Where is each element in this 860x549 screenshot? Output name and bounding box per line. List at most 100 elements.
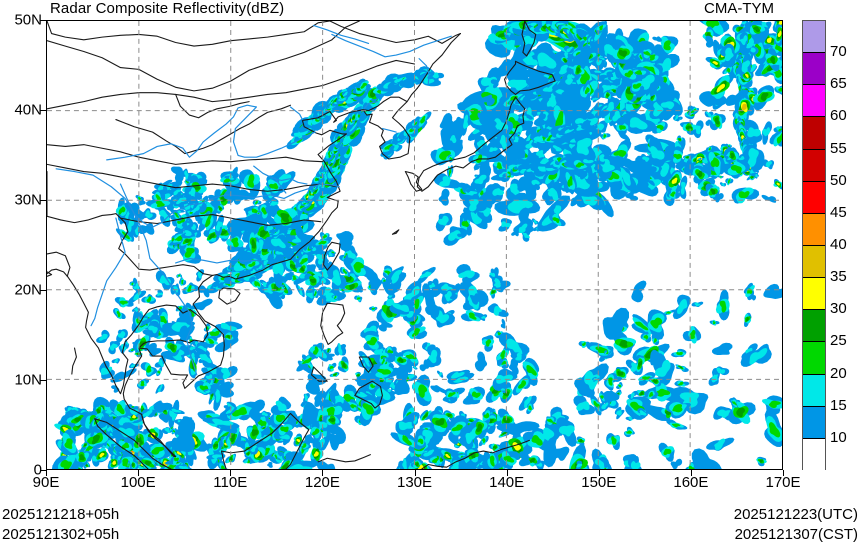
echo-cell [458,270,475,279]
echo-cell [215,221,223,232]
echo-cell [398,357,404,363]
echo-cell [625,191,639,201]
echo-cell [360,82,368,89]
echo-cell [613,150,627,158]
echo-cell [680,181,686,195]
echo-cell [536,149,545,160]
echo-cell [266,225,274,232]
echo-cell [656,124,664,131]
echo-cell [451,372,465,379]
echo-cell [448,168,452,176]
echo-cell [747,148,759,168]
echo-cell [130,462,135,467]
echo-cell [547,203,556,217]
echo-cell [507,199,534,214]
echo-cell [428,349,438,364]
echo-cell [327,349,330,352]
echo-cell [342,362,347,368]
echo-cell [738,191,750,199]
echo-cell [742,103,747,111]
echo-cell [663,40,671,51]
echo-cell [696,170,703,178]
echo-cell [499,134,507,150]
echo-cell [599,57,605,61]
echo-cell [730,152,735,159]
echo-cell [356,374,360,377]
echo-cell [741,21,747,25]
echo-cell [439,150,451,161]
map-canvas [47,21,782,469]
echo-cell [85,463,88,467]
echo-cell [280,212,290,223]
echo-cell [269,183,279,190]
echo-cell [522,55,540,66]
echo-cell [329,365,334,370]
echo-cell [725,89,747,106]
echo-cell [603,134,607,138]
echo-cell [489,147,498,152]
echo-cell [352,116,356,120]
echo-cell [619,167,631,186]
echo-cell [778,21,782,26]
echo-cell [575,162,585,168]
echo-cell [162,179,173,186]
echo-cell [612,110,621,122]
echo-cell [173,246,178,250]
echo-cell [370,383,376,389]
map-plot-area[interactable] [46,20,783,470]
echo-cell [726,67,731,73]
echo-cell [251,239,257,249]
echo-cell [280,273,292,282]
echo-cell [227,220,246,238]
echo-cell [471,391,481,398]
echo-cell [476,139,486,149]
echo-cell [184,170,189,180]
echo-cell [537,52,557,69]
echo-cell [643,50,651,56]
echo-cell [491,290,495,294]
echo-cell [387,349,394,354]
echo-cell [513,136,519,143]
echo-cell [469,108,481,121]
echo-cell [366,336,378,346]
echo-cell [552,217,560,224]
echo-cell [391,269,402,284]
echo-cell [727,179,731,184]
echo-cell [599,154,605,162]
echo-cell [673,153,682,160]
echo-cell [231,237,239,248]
echo-cell [712,61,718,66]
echo-cell [467,190,478,196]
echo-cell [674,115,679,121]
echo-cell [469,293,482,305]
echo-cell [678,138,682,141]
echo-cell [474,174,487,185]
echo-cell [765,161,773,168]
echo-cell [538,111,546,120]
echo-cell [652,36,662,42]
echo-cell [492,188,505,196]
echo-cell [766,37,772,43]
echo-cell [219,207,222,211]
echo-cell [553,164,562,168]
echo-cell [426,294,440,318]
echo-cell [776,182,780,186]
echo-cell [531,179,540,186]
echo-cell [660,162,670,177]
echo-cell [724,47,734,62]
echo-cell [173,189,181,196]
echo-cell [770,56,776,65]
echo-cell [312,346,319,355]
echo-cell [350,404,357,409]
echo-cell [174,212,179,218]
echo-cell [263,259,269,266]
echo-cell [74,417,82,423]
echo-cell [457,231,465,238]
echo-cell [705,35,715,48]
echo-cell [716,83,726,93]
echo-cell [413,366,417,369]
echo-cell [440,118,468,151]
echo-cell [420,115,426,124]
echo-cell [301,363,313,374]
echo-cell [473,162,481,171]
